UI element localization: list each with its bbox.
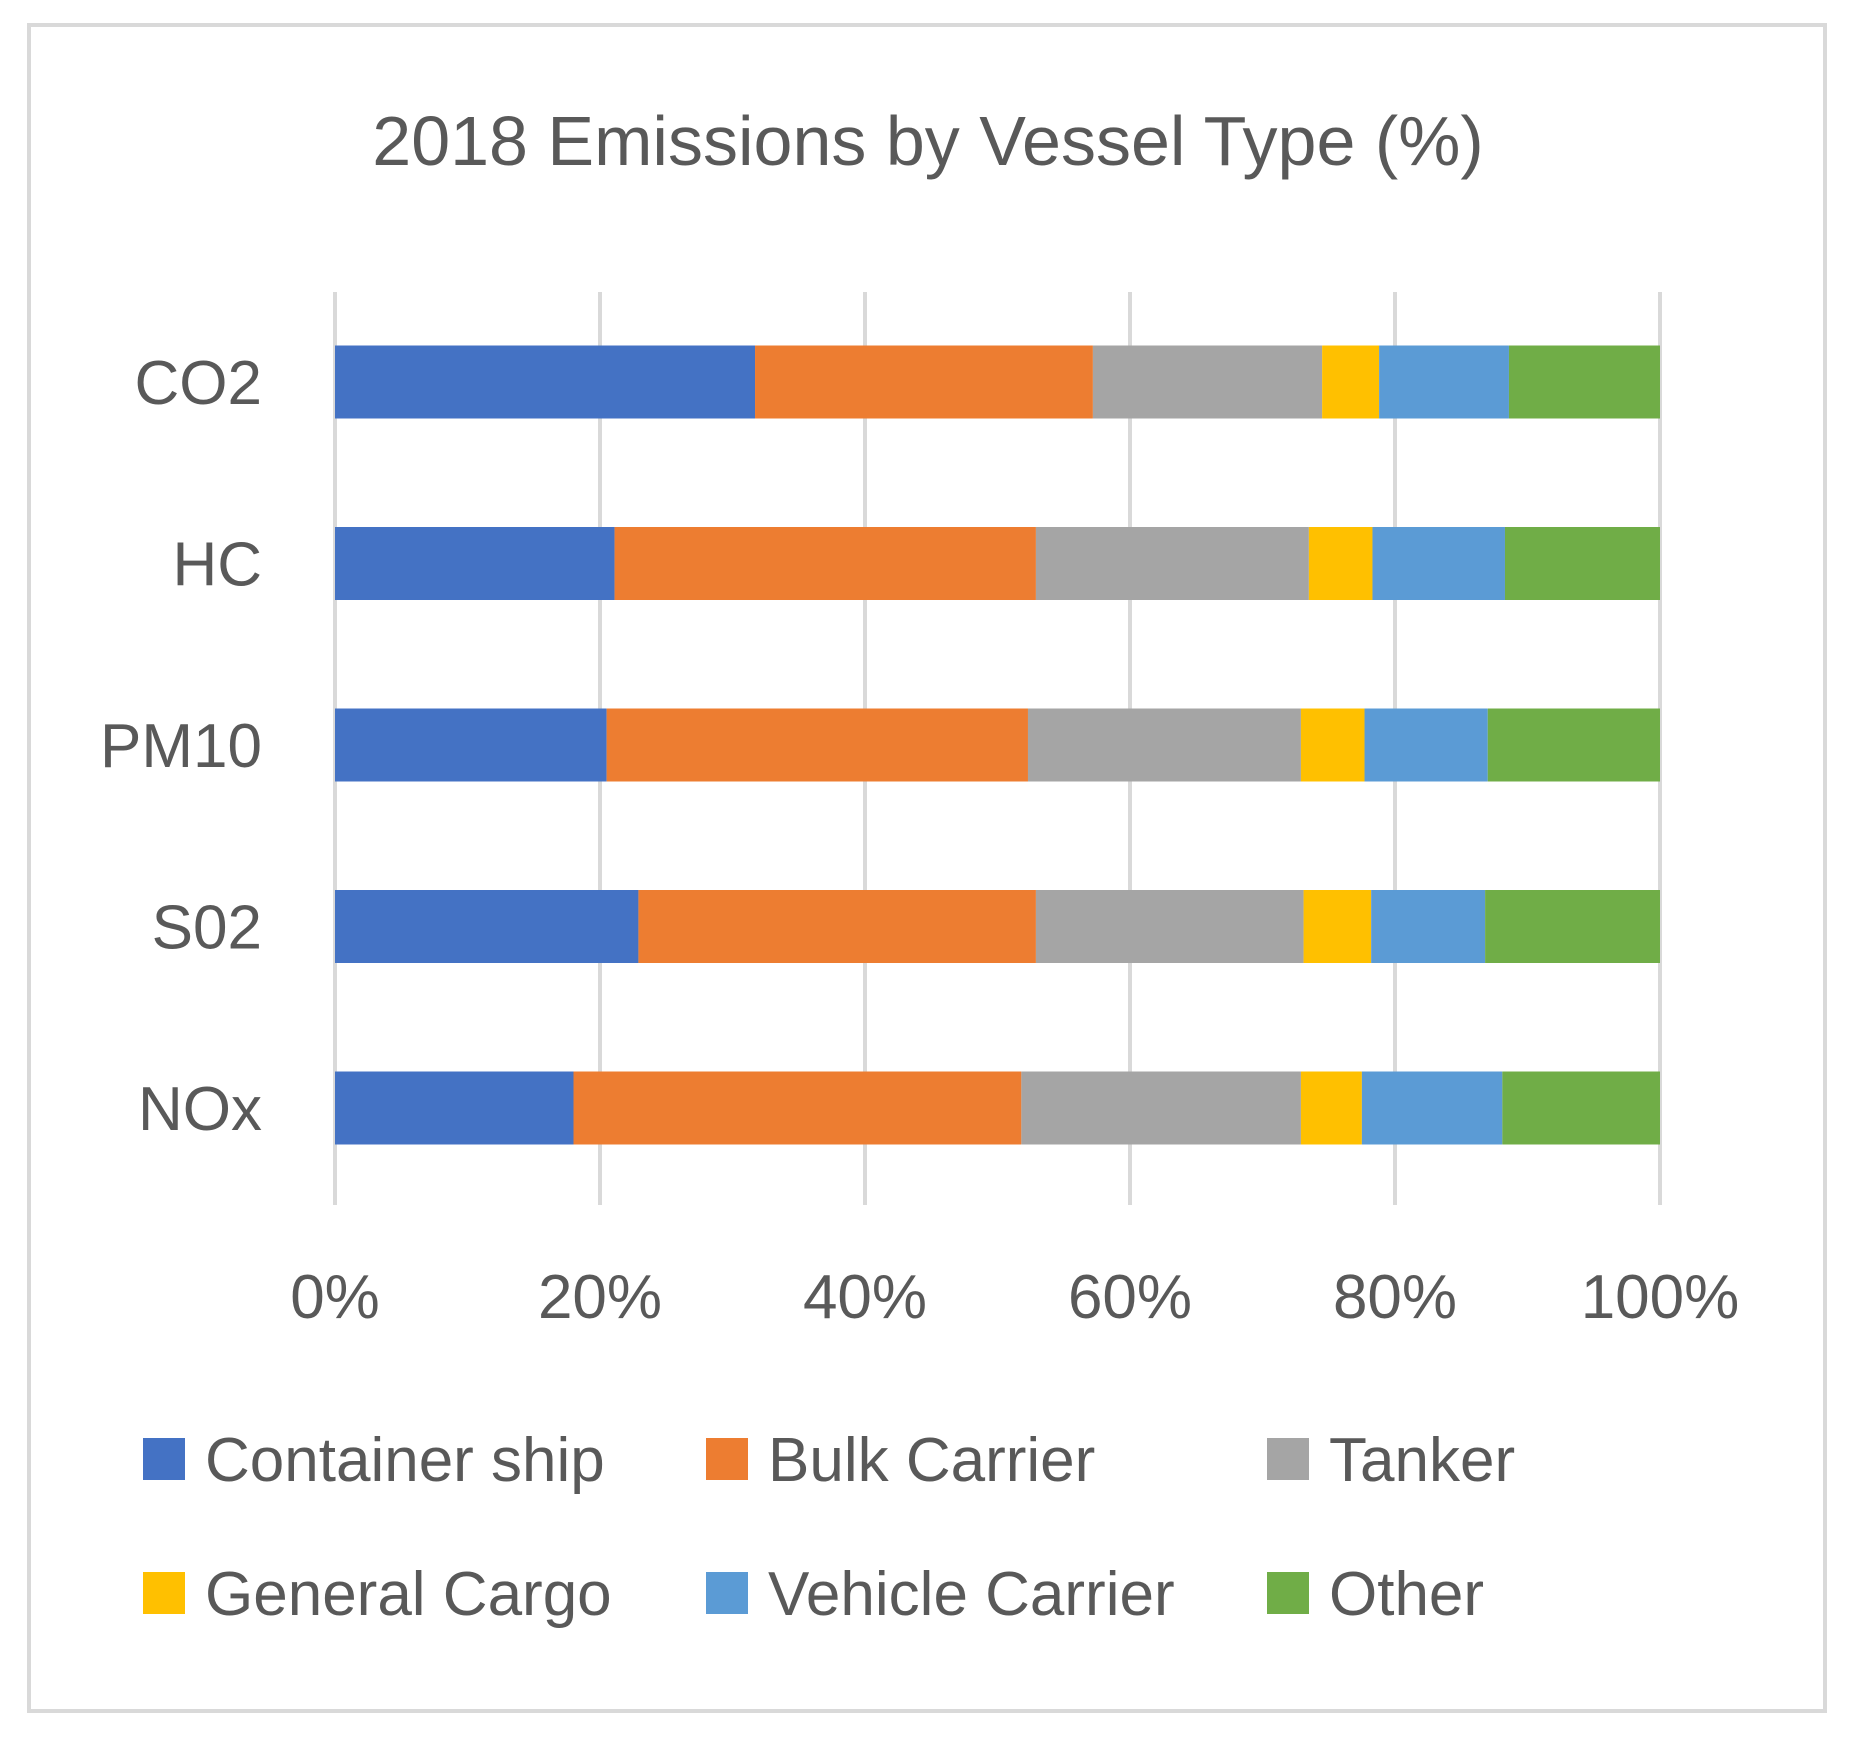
bar-segment	[755, 345, 1093, 419]
bar-segment	[573, 1071, 1022, 1145]
bar-segment	[1485, 890, 1660, 963]
legend-swatch	[706, 1438, 748, 1480]
bar-segment	[335, 527, 615, 600]
bar-segment	[335, 708, 607, 782]
bar-segment	[638, 890, 1036, 963]
legend-label: Container ship	[205, 1426, 605, 1495]
legend-label: Vehicle Carrier	[768, 1560, 1175, 1629]
bar-segment	[1361, 1071, 1503, 1145]
category-label: NOx	[138, 1075, 262, 1144]
category-label: CO2	[135, 349, 262, 418]
category-labels: CO2 HC PM10 S02 NOx	[100, 349, 262, 1144]
bar-segment	[335, 890, 639, 963]
bar-segment	[1322, 345, 1380, 419]
legend-swatch	[706, 1572, 748, 1614]
x-tick-label: 20%	[538, 1263, 662, 1332]
x-tick-label: 100%	[1581, 1263, 1740, 1332]
bar-segment	[1487, 708, 1660, 782]
bar-segment	[1372, 527, 1505, 600]
category-label: S02	[152, 894, 262, 963]
legend-swatch	[1267, 1438, 1309, 1480]
legend-label: Other	[1329, 1560, 1484, 1629]
bar-segment	[335, 345, 756, 419]
bar-segment	[1303, 890, 1372, 963]
bar-segment	[335, 1071, 574, 1145]
bar-segment	[1035, 527, 1309, 600]
bar-segment	[606, 708, 1028, 782]
bar-segment	[614, 527, 1036, 600]
bar-segment	[1092, 345, 1323, 419]
x-tick-label: 60%	[1068, 1263, 1192, 1332]
bar-segment	[1300, 708, 1365, 782]
chart-title: 2018 Emissions by Vessel Type (%)	[372, 102, 1483, 180]
category-label: HC	[172, 531, 262, 600]
legend-swatch	[143, 1438, 185, 1480]
category-label: PM10	[100, 712, 262, 781]
bars	[335, 345, 1660, 1145]
x-tick-label: 0%	[290, 1263, 380, 1332]
bar-segment	[1364, 708, 1488, 782]
legend-swatch	[143, 1572, 185, 1614]
bar-segment	[1379, 345, 1509, 419]
bar-segment	[1502, 1071, 1660, 1145]
bar-segment	[1504, 527, 1660, 600]
legend-label: General Cargo	[205, 1560, 612, 1629]
bar-segment	[1300, 1071, 1362, 1145]
bar-segment	[1021, 1071, 1301, 1145]
bar-segment	[1308, 527, 1373, 600]
bar-segment	[1508, 345, 1660, 419]
chart-frame	[27, 23, 1827, 1713]
legend: Container ship Bulk Carrier Tanker General …	[143, 1426, 1515, 1629]
legend-label: Tanker	[1329, 1426, 1515, 1495]
bar-segment	[1371, 890, 1486, 963]
x-tick-label: 40%	[803, 1263, 927, 1332]
x-tick-label: 80%	[1333, 1263, 1457, 1332]
legend-swatch	[1267, 1572, 1309, 1614]
bar-segment	[1035, 890, 1304, 963]
bar-segment	[1027, 708, 1301, 782]
x-tick-labels: 0% 20% 40% 60% 80% 100%	[290, 1263, 1739, 1332]
legend-label: Bulk Carrier	[768, 1426, 1095, 1495]
